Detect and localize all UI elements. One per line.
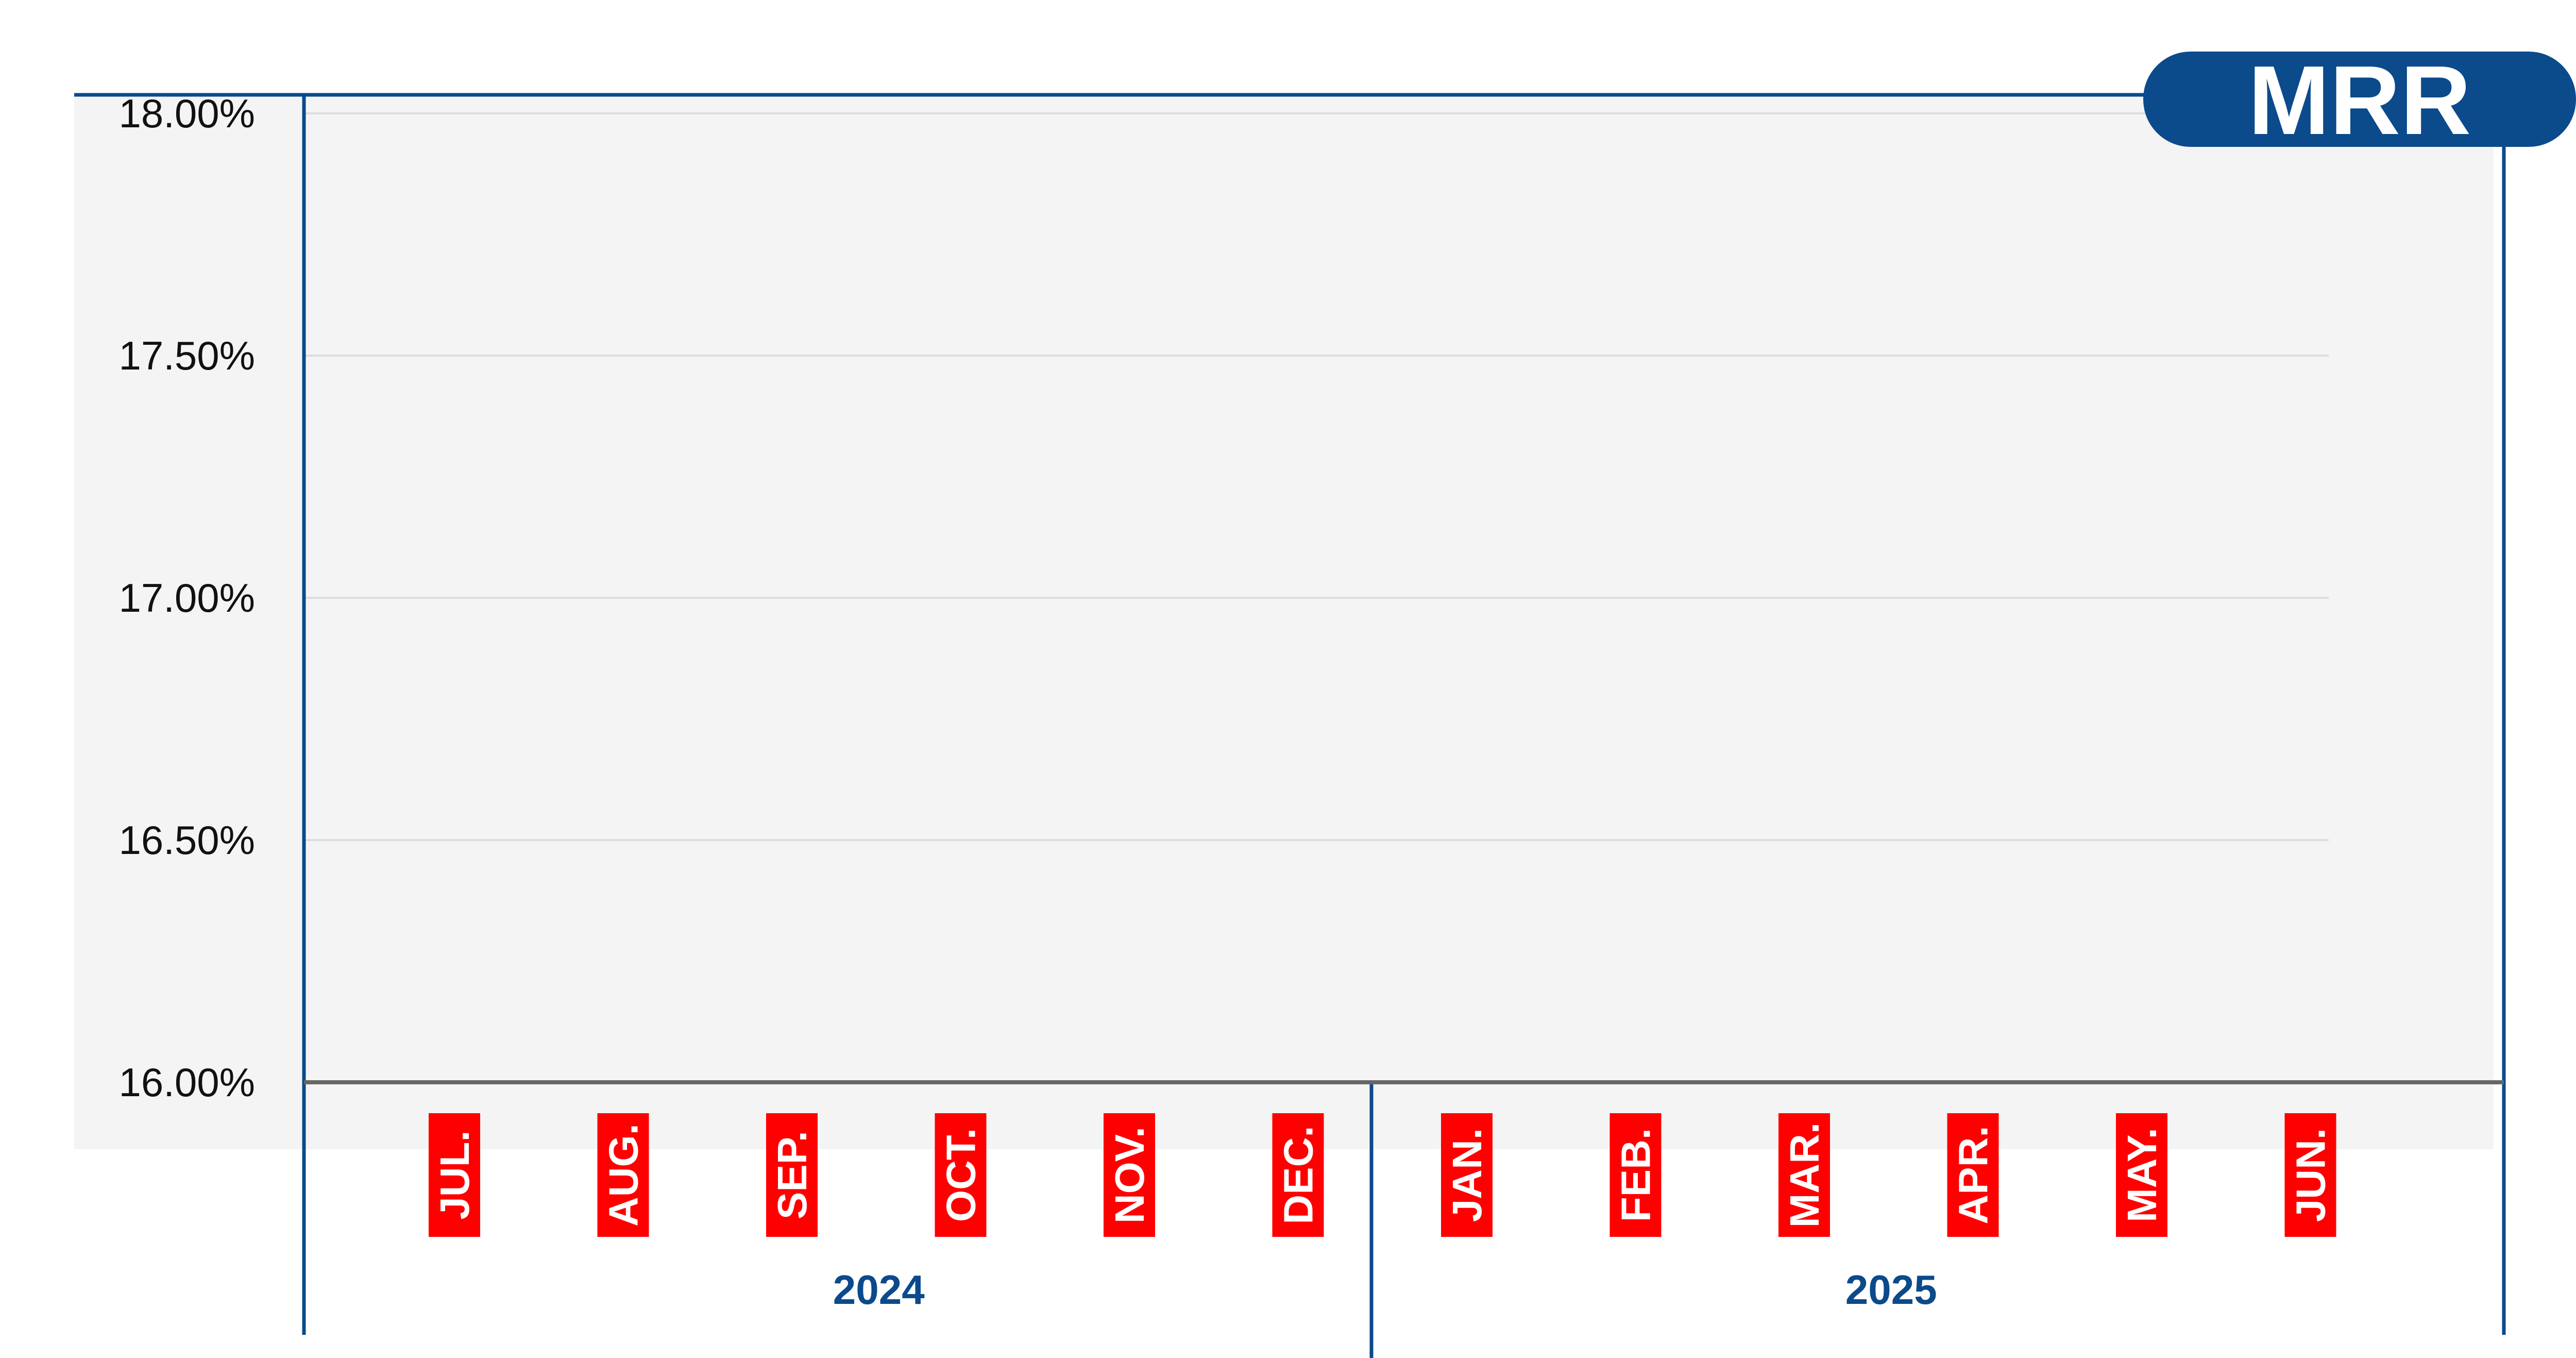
month-tag-label: JAN. (1444, 1128, 1490, 1222)
month-tag-label: MAR. (1782, 1122, 1827, 1228)
y-tick-label: 16.50% (118, 817, 255, 863)
month-tag: NOV. (1104, 1113, 1155, 1237)
month-tag-background (766, 1113, 818, 1237)
month-tag-background (597, 1113, 649, 1237)
month-tag-background (1104, 1113, 1155, 1237)
month-tag-background (1272, 1113, 1324, 1237)
month-tag: SEP. (766, 1113, 818, 1237)
month-tag: OCT. (935, 1113, 987, 1237)
gridlines (304, 112, 2329, 841)
month-tag-background (935, 1113, 987, 1237)
month-tag-label: OCT. (938, 1128, 984, 1222)
month-tag-label: MAY. (2119, 1128, 2165, 1222)
month-tag-background (1947, 1113, 1999, 1237)
month-tag-background (2116, 1113, 2167, 1237)
year-labels: 2024 2025 (833, 1267, 1937, 1313)
month-tag-label: APR. (1951, 1126, 1996, 1224)
plot-background (74, 95, 2494, 1149)
y-tick-label: 17.00% (118, 575, 255, 621)
month-tag: JAN. (1441, 1113, 1493, 1237)
month-tag-background (2284, 1113, 2336, 1237)
month-tag-background (1778, 1113, 1830, 1237)
month-tag: JUN. (2284, 1113, 2336, 1237)
y-axis-tick-labels: 16.00%16.50%17.00%17.50%18.00%18.50%19.0… (118, 91, 255, 1105)
year-label: 2024 (833, 1267, 925, 1313)
month-tag: JUL. (429, 1113, 480, 1237)
mrr-badge-label: MRR (2248, 46, 2471, 155)
month-tag-label: FEB. (1613, 1128, 1659, 1222)
month-tag-background (1609, 1113, 1662, 1237)
y-tick-label: 18.00% (118, 91, 255, 136)
month-tags: JUL. AUG. SEP. OCT. NOV. DEC. JAN. FEB. MAR. APR.… (429, 1113, 2336, 1237)
month-tag-label: JUN. (2288, 1128, 2334, 1222)
y-tick-label: 17.50% (118, 333, 255, 378)
month-tag: APR. (1947, 1113, 1999, 1237)
mrr-badge-background (2143, 52, 2576, 147)
year-label: 2025 (1845, 1267, 1937, 1313)
month-tag-label: AUG. (601, 1124, 647, 1227)
month-tag: MAY. (2116, 1113, 2167, 1237)
y-tick-label: 16.00% (118, 1060, 255, 1105)
month-tag-label: JUL. (432, 1130, 478, 1219)
month-tag-label: NOV. (1107, 1127, 1153, 1223)
month-tag: FEB. (1609, 1113, 1662, 1237)
month-tag-label: DEC. (1276, 1126, 1321, 1224)
month-tag: AUG. (597, 1113, 649, 1237)
mrr-badge: MRR (2143, 46, 2576, 155)
month-tag: DEC. (1272, 1113, 1324, 1237)
month-tag-background (1441, 1113, 1493, 1237)
month-tag-background (429, 1113, 480, 1237)
month-tag: MAR. (1778, 1113, 1830, 1237)
month-tag-label: SEP. (769, 1131, 815, 1219)
